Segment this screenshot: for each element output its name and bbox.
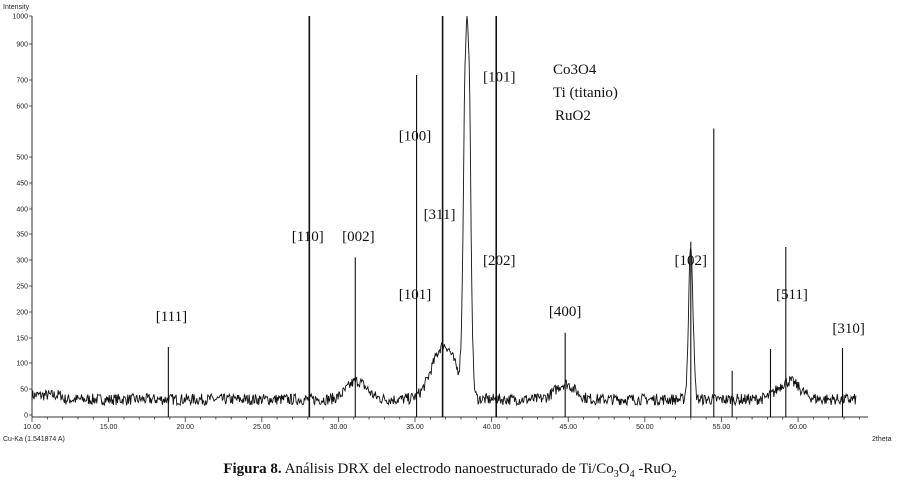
y-tick-label: 600 [16, 104, 28, 111]
caption-text-2: O [618, 461, 630, 477]
y-tick-label: 450 [16, 181, 28, 188]
reference-stick-lines [167, 16, 844, 417]
x-tick-label: 35.00 [406, 424, 424, 431]
peak-annotation: [511] [776, 287, 808, 303]
peak-annotation: [311] [424, 207, 456, 223]
xrd-chart: 1000900700600500450400350300250200150100… [3, 4, 892, 443]
peak-annotation: [102] [675, 253, 708, 269]
x-tick-label: 55.00 [713, 424, 731, 431]
y-axis-label: Intensity [3, 4, 30, 11]
y-tick-label: 1000 [12, 14, 28, 21]
x-axis-label: 2theta [872, 436, 892, 443]
peak-annotation: [101] [399, 287, 432, 303]
legend-co3o4: Co3O4 [553, 62, 597, 78]
figure-caption: Figura 8. Análisis DRX del electrodo nan… [0, 461, 900, 480]
y-tick-label: 250 [16, 284, 28, 291]
y-tick-label: 350 [16, 232, 28, 239]
y-axis-ticks: 1000900700600500450400350300250200150100… [12, 14, 32, 420]
peak-annotation: [310] [832, 321, 865, 337]
peak-annotations: [111] [110] [002] [100] [311] [101] [101] [202]… [156, 69, 865, 337]
x-tick-label: 20.00 [176, 424, 194, 431]
peak-annotation: [111] [156, 309, 187, 325]
x-tick-label: 30.00 [330, 424, 348, 431]
peak-annotation: [400] [549, 304, 582, 320]
legend-ruo2: RuO2 [555, 108, 591, 124]
y-tick-label: 400 [16, 207, 28, 214]
y-tick-label: 100 [16, 361, 28, 368]
legend-titanium: Ti (titanio) [553, 85, 618, 101]
peak-annotation: [202] [483, 253, 516, 269]
caption-sub-1: 3 [613, 469, 619, 480]
y-tick-label: 700 [16, 78, 28, 85]
y-tick-label: 200 [16, 310, 28, 317]
y-tick-label: 0 [24, 413, 28, 420]
peak-annotation: [101] [483, 69, 516, 85]
x-tick-label: 25.00 [253, 424, 271, 431]
peak-annotation: [100] [399, 128, 432, 144]
radiation-source-label: Cu-Ka (1.541874 A) [3, 436, 65, 443]
x-tick-label: 10.00 [23, 424, 41, 431]
y-tick-label: 150 [16, 336, 28, 343]
caption-text-3: -RuO [634, 461, 672, 477]
y-tick-label: 500 [16, 155, 28, 162]
peak-annotation: [002] [342, 229, 375, 245]
x-tick-label: 45.00 [559, 424, 577, 431]
caption-sub-3: 2 [671, 469, 677, 480]
x-tick-label: 15.00 [100, 424, 118, 431]
x-tick-label: 40.00 [483, 424, 501, 431]
y-tick-label: 300 [16, 258, 28, 265]
x-axis-ticks: 10.00 15.00 20.00 25.00 30.00 35.00 40.00 45.00… [23, 417, 860, 431]
chart-axes [31, 16, 868, 418]
caption-figure-number: Figura 8. [223, 461, 282, 477]
y-tick-label: 50 [20, 387, 28, 394]
caption-sub-2: 4 [629, 469, 635, 480]
y-tick-label: 900 [16, 42, 28, 49]
diffraction-trace [31, 15, 857, 407]
x-tick-label: 60.00 [789, 424, 807, 431]
peak-annotation: [110] [292, 229, 324, 245]
x-tick-label: 50.00 [636, 424, 654, 431]
caption-text: Análisis DRX del electrodo nanoestructur… [284, 461, 614, 477]
